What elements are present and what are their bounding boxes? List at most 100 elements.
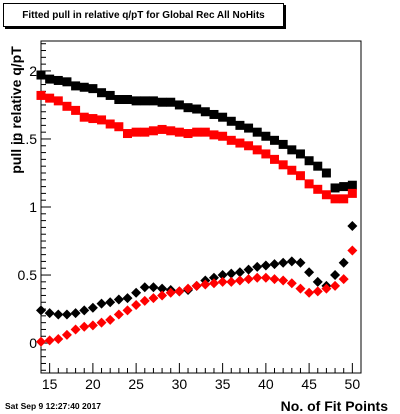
data-point-diamond bbox=[200, 279, 211, 290]
data-point-square bbox=[313, 161, 323, 171]
data-point-diamond bbox=[312, 286, 323, 297]
data-point-square bbox=[97, 88, 107, 98]
data-point-diamond bbox=[96, 317, 107, 328]
y-tick-label: 2 bbox=[29, 63, 37, 79]
data-point-square bbox=[295, 171, 305, 181]
data-point-square bbox=[192, 104, 202, 114]
data-point-square bbox=[261, 131, 271, 141]
data-point-square bbox=[131, 127, 141, 137]
data-point-diamond bbox=[44, 308, 55, 319]
data-point-square bbox=[62, 77, 72, 87]
data-point-diamond bbox=[330, 270, 341, 281]
data-point-diamond bbox=[330, 280, 341, 291]
data-point-square bbox=[183, 103, 193, 113]
x-tick-label: 15 bbox=[42, 376, 58, 392]
data-point-square bbox=[79, 112, 89, 122]
data-point-square bbox=[122, 95, 132, 105]
data-point-square bbox=[278, 139, 288, 149]
data-point-diamond bbox=[165, 287, 176, 298]
data-point-square bbox=[226, 135, 236, 145]
data-point-square bbox=[339, 194, 349, 204]
data-point-diamond bbox=[217, 270, 228, 281]
x-tick-label: 40 bbox=[258, 376, 274, 392]
data-point-diamond bbox=[36, 336, 46, 347]
data-point-square bbox=[270, 135, 280, 145]
y-tick-label: 0 bbox=[29, 335, 37, 351]
data-point-diamond bbox=[87, 320, 98, 331]
data-point-diamond bbox=[234, 267, 245, 278]
data-point-square bbox=[252, 145, 262, 155]
data-point-square bbox=[200, 127, 210, 137]
data-point-diamond bbox=[174, 286, 185, 297]
data-point-diamond bbox=[122, 293, 133, 304]
x-axis-label: No. of Fit Points bbox=[281, 398, 389, 414]
data-point-square bbox=[45, 74, 55, 84]
data-point-square bbox=[157, 124, 167, 134]
data-point-square bbox=[330, 194, 340, 204]
data-point-square bbox=[131, 96, 141, 106]
x-tick-label: 20 bbox=[85, 376, 101, 392]
data-point-square bbox=[140, 127, 150, 137]
data-point-diamond bbox=[226, 268, 237, 279]
y-tick-label: 0.5 bbox=[18, 267, 38, 283]
series-2 bbox=[36, 90, 357, 204]
data-point-diamond bbox=[157, 283, 168, 294]
data-point-square bbox=[45, 93, 55, 103]
data-point-square bbox=[321, 190, 331, 200]
series-4 bbox=[36, 245, 358, 347]
data-point-diamond bbox=[347, 221, 358, 232]
data-point-square bbox=[295, 149, 305, 159]
data-point-square bbox=[166, 126, 176, 136]
data-point-diamond bbox=[286, 256, 297, 267]
data-point-diamond bbox=[131, 299, 142, 310]
series-1 bbox=[36, 70, 357, 193]
data-point-diamond bbox=[286, 278, 297, 289]
data-point-diamond bbox=[278, 257, 289, 268]
data-point-square bbox=[339, 182, 349, 192]
x-axis: 15 20 25 30 35 40 45 50 bbox=[40, 363, 362, 392]
data-point-square bbox=[304, 179, 314, 189]
x-tick-label: 30 bbox=[172, 376, 188, 392]
data-point-square bbox=[330, 183, 340, 193]
data-point-diamond bbox=[312, 276, 323, 287]
data-point-square bbox=[209, 130, 219, 140]
data-point-diamond bbox=[113, 294, 124, 305]
data-point-diamond bbox=[269, 259, 280, 270]
data-point-diamond bbox=[79, 321, 90, 332]
data-point-square bbox=[209, 109, 219, 119]
data-point-square bbox=[252, 127, 262, 137]
data-point-square bbox=[235, 120, 245, 130]
data-point-diamond bbox=[347, 245, 358, 256]
data-point-diamond bbox=[338, 274, 349, 285]
data-point-diamond bbox=[252, 261, 263, 272]
data-point-square bbox=[192, 127, 202, 137]
data-point-diamond bbox=[70, 324, 81, 335]
data-point-diamond bbox=[96, 298, 107, 309]
data-point-diamond bbox=[36, 305, 46, 316]
data-point-diamond bbox=[148, 293, 159, 304]
data-point-square bbox=[148, 126, 158, 136]
data-point-diamond bbox=[79, 305, 90, 316]
data-point-square bbox=[53, 75, 63, 85]
data-point-square bbox=[347, 188, 357, 198]
data-point-diamond bbox=[295, 283, 306, 294]
data-point-diamond bbox=[113, 309, 124, 320]
data-point-square bbox=[36, 70, 46, 80]
data-point-square bbox=[270, 154, 280, 164]
data-point-square bbox=[321, 168, 331, 178]
data-point-diamond bbox=[217, 276, 228, 287]
data-point-diamond bbox=[295, 257, 306, 268]
x-tick-label: 50 bbox=[345, 376, 361, 392]
data-point-diamond bbox=[321, 283, 332, 294]
data-point-diamond bbox=[61, 329, 72, 340]
data-point-diamond bbox=[131, 287, 142, 298]
data-point-diamond bbox=[122, 305, 133, 316]
data-point-square bbox=[62, 101, 72, 111]
data-point-square bbox=[36, 90, 46, 100]
data-point-diamond bbox=[53, 309, 64, 320]
x-tick-label: 35 bbox=[215, 376, 231, 392]
data-point-square bbox=[200, 107, 210, 117]
data-point-square bbox=[140, 96, 150, 106]
data-point-square bbox=[174, 100, 184, 110]
